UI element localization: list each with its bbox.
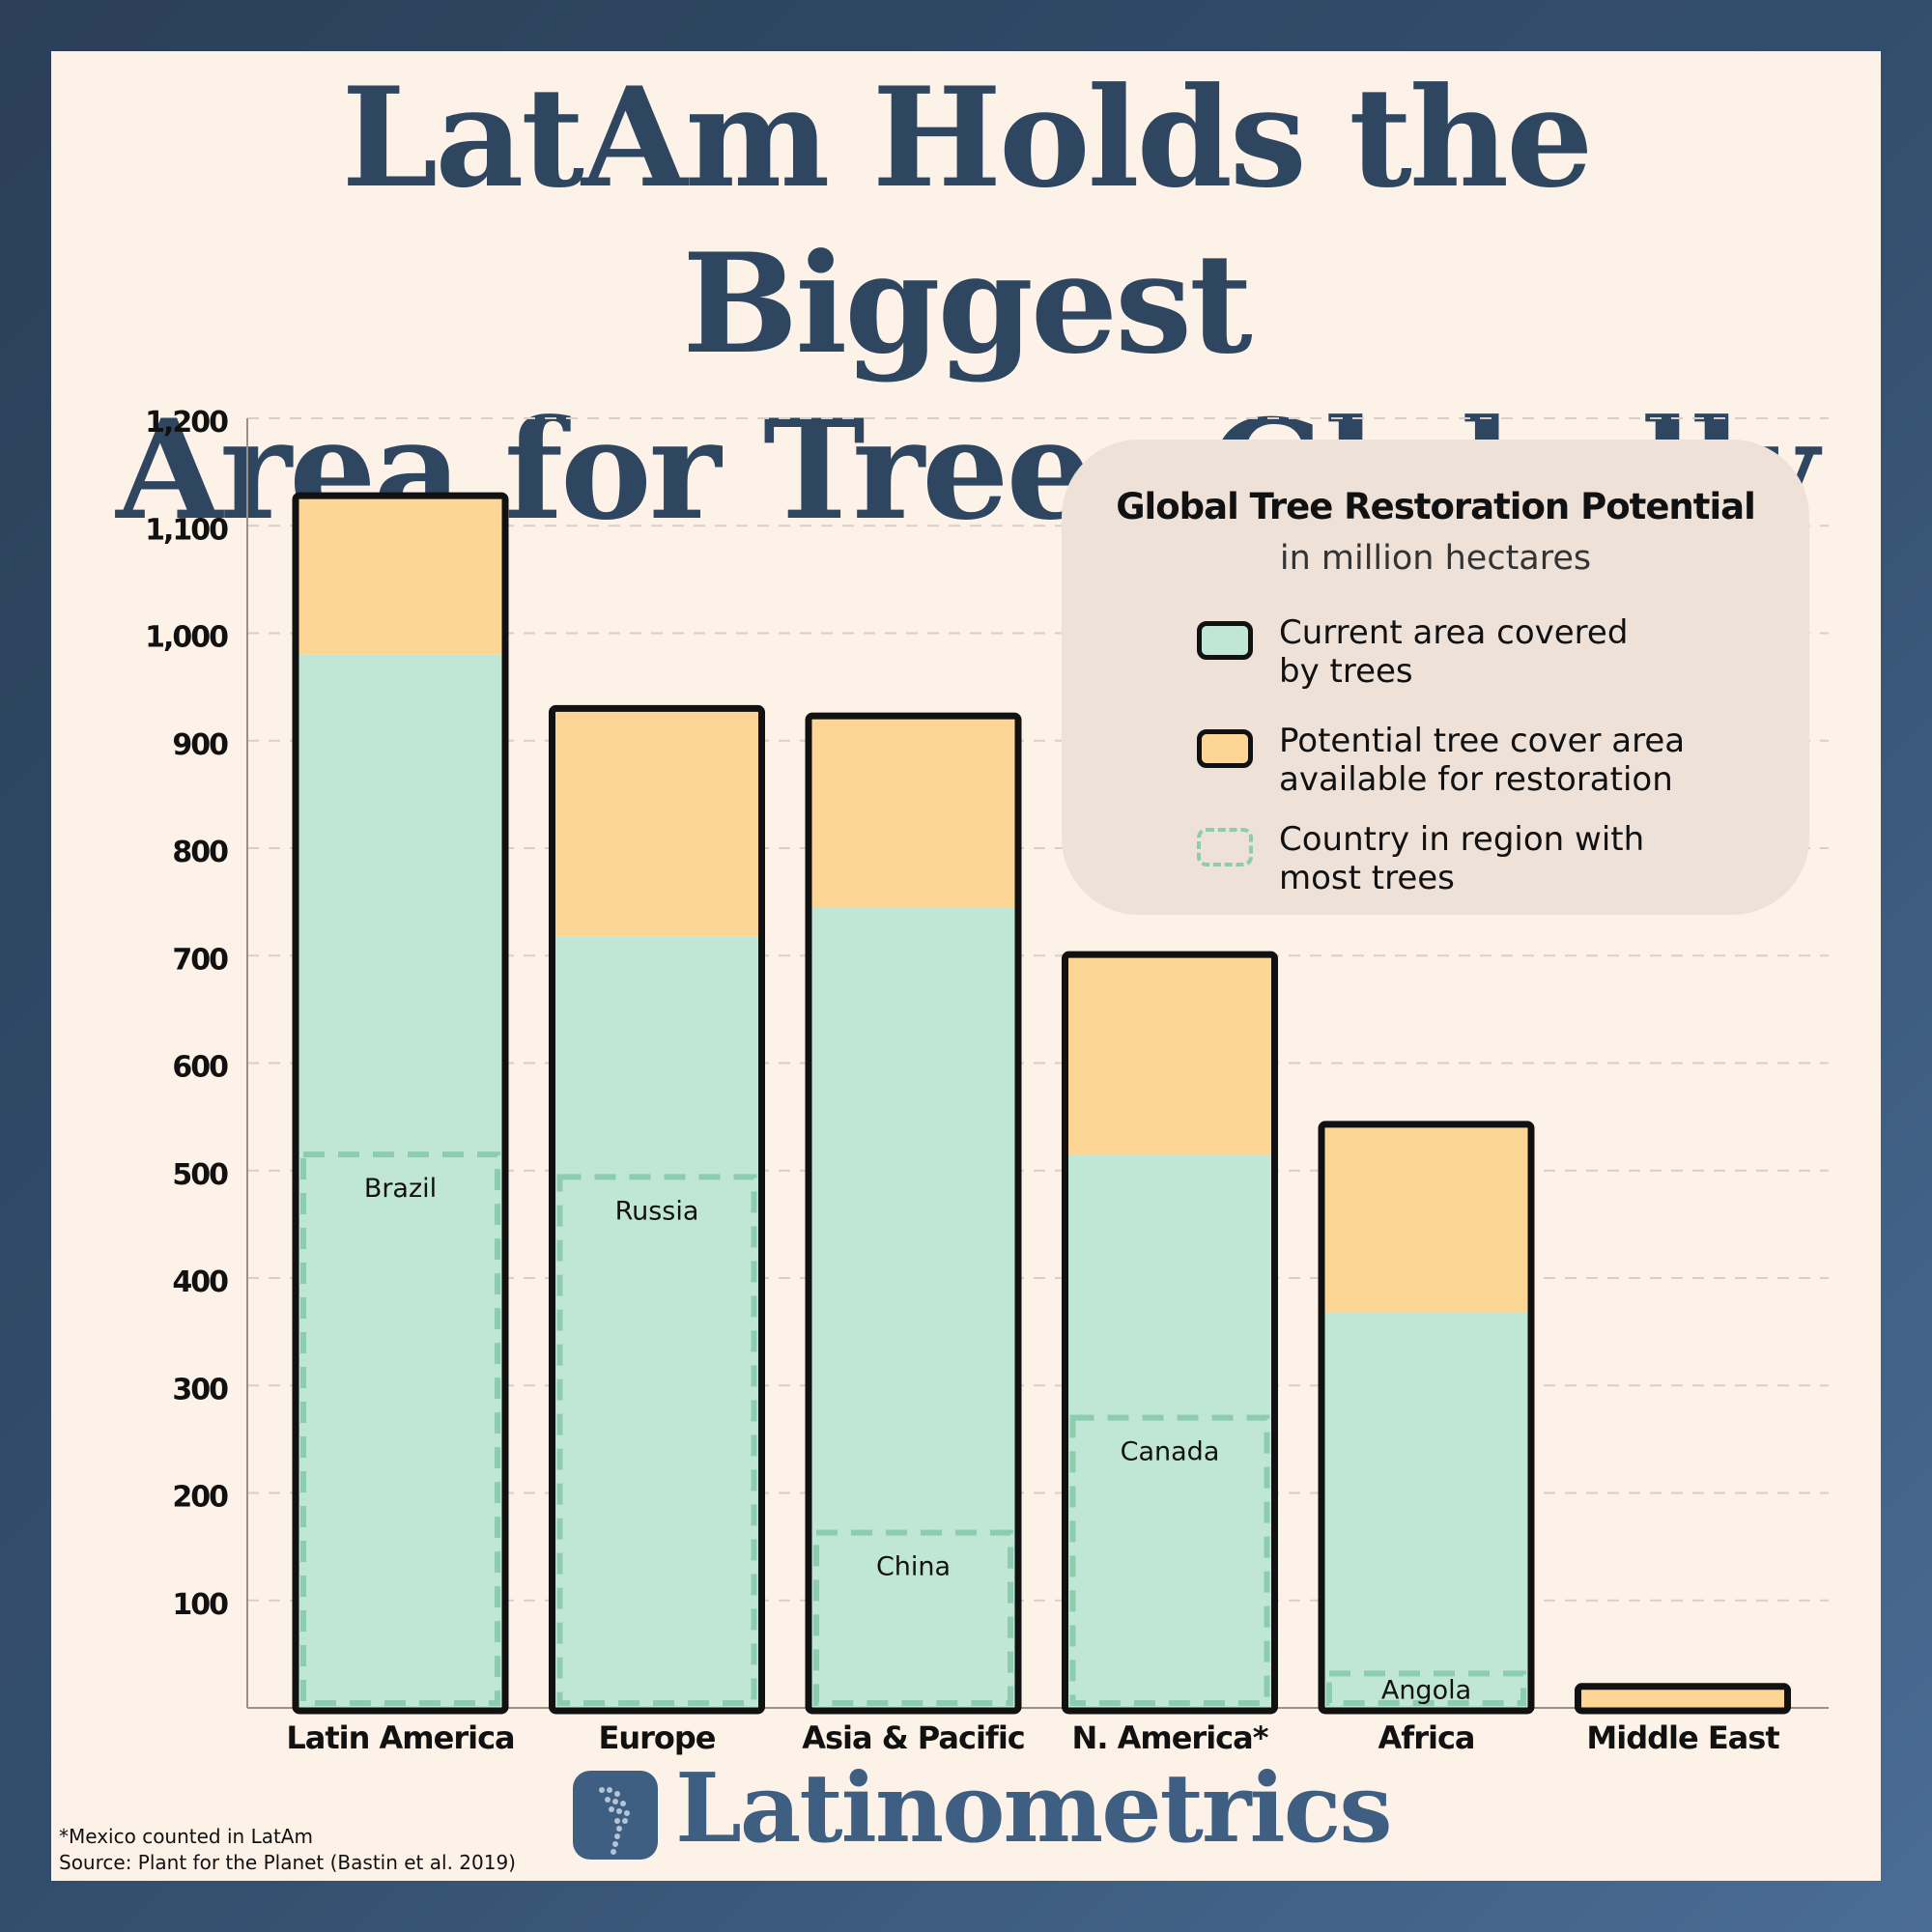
bar-potential-segment bbox=[1065, 954, 1275, 1155]
y-tick-label: 700 bbox=[172, 943, 228, 977]
bar-current-segment bbox=[1321, 1312, 1531, 1708]
top-country-box bbox=[813, 1529, 1013, 1706]
bar-outline bbox=[549, 704, 765, 1715]
legend-swatch-potential bbox=[1197, 729, 1253, 768]
logo-text: Latinometrics bbox=[675, 1753, 1393, 1864]
x-category-label: Asia & Pacific bbox=[802, 1719, 1025, 1756]
legend-swatch-country bbox=[1197, 828, 1253, 867]
top-country-label: China bbox=[876, 1552, 951, 1582]
y-tick-label: 200 bbox=[172, 1481, 228, 1515]
y-tick-label: 400 bbox=[172, 1265, 228, 1299]
infographic-card: LatAm Holds the Biggest Area for Trees G… bbox=[51, 51, 1881, 1881]
bar-potential-segment bbox=[809, 716, 1018, 908]
stacked-bar-chart: 100 200 300 400 500 600 700 800 900 1,000 1,100 1,2… bbox=[145, 406, 1829, 1756]
y-tick-label: 1,000 bbox=[145, 621, 228, 655]
y-tick-label: 1,100 bbox=[145, 513, 228, 547]
legend-title: Global Tree Restoration Potential bbox=[1116, 486, 1756, 527]
bar-outline bbox=[1318, 1121, 1535, 1715]
x-category-label: Africa bbox=[1378, 1719, 1475, 1756]
legend-label-current: Current area covered by trees bbox=[1279, 613, 1629, 691]
legend-swatch-current bbox=[1197, 621, 1253, 660]
top-country-box bbox=[556, 1174, 757, 1707]
y-tick-label: 800 bbox=[172, 836, 228, 869]
y-tick-label: 1,200 bbox=[145, 406, 228, 440]
bar-potential-segment bbox=[296, 496, 505, 655]
y-tick-label: 600 bbox=[172, 1051, 228, 1085]
bar-potential-segment bbox=[1321, 1123, 1531, 1313]
legend-label-potential: Potential tree cover area available for … bbox=[1279, 722, 1686, 799]
y-tick-label: 100 bbox=[172, 1588, 228, 1622]
x-category-label: Middle East bbox=[1586, 1719, 1779, 1756]
bar-outline bbox=[1062, 951, 1278, 1715]
top-country-label: Angola bbox=[1381, 1675, 1471, 1705]
top-country-box bbox=[1326, 1670, 1526, 1707]
bar-potential-segment bbox=[1577, 1686, 1788, 1708]
bar-potential-segment bbox=[552, 708, 762, 937]
x-category-label: Europe bbox=[598, 1719, 715, 1756]
bar-outline bbox=[1575, 1683, 1791, 1715]
footnote-source: Source: Plant for the Planet (Bastin et … bbox=[59, 1851, 516, 1874]
y-tick-label: 900 bbox=[172, 728, 228, 762]
bar-current-segment bbox=[1065, 1154, 1275, 1708]
y-tick-label: 500 bbox=[172, 1158, 228, 1192]
top-country-box bbox=[1069, 1414, 1270, 1706]
top-country-label: Canada bbox=[1121, 1437, 1220, 1467]
legend-subtitle: in million hectares bbox=[1279, 539, 1592, 578]
footnote: *Mexico counted in LatAm Source: Plant f… bbox=[59, 1824, 516, 1876]
bar-current-segment bbox=[296, 654, 505, 1708]
footnote-mexico: *Mexico counted in LatAm bbox=[59, 1825, 313, 1848]
legend-label-country: Country in region with most trees bbox=[1279, 820, 1645, 897]
title-line-1: LatAm Holds the Biggest bbox=[341, 58, 1594, 384]
top-country-label: Russia bbox=[615, 1196, 699, 1226]
chart-legend: Global Tree Restoration Potential in mil… bbox=[1062, 440, 1809, 915]
y-tick-label: 300 bbox=[172, 1373, 228, 1406]
top-country-box bbox=[300, 1151, 500, 1706]
logo-map-icon bbox=[573, 1771, 658, 1860]
bar-outline bbox=[292, 492, 509, 1715]
bar-current-segment bbox=[552, 936, 762, 1708]
x-category-label: N. America* bbox=[1072, 1719, 1269, 1756]
bar-current-segment bbox=[809, 907, 1018, 1708]
top-country-label: Brazil bbox=[364, 1174, 437, 1204]
x-category-label: Latin America bbox=[286, 1719, 514, 1756]
bar-outline bbox=[805, 712, 1022, 1715]
